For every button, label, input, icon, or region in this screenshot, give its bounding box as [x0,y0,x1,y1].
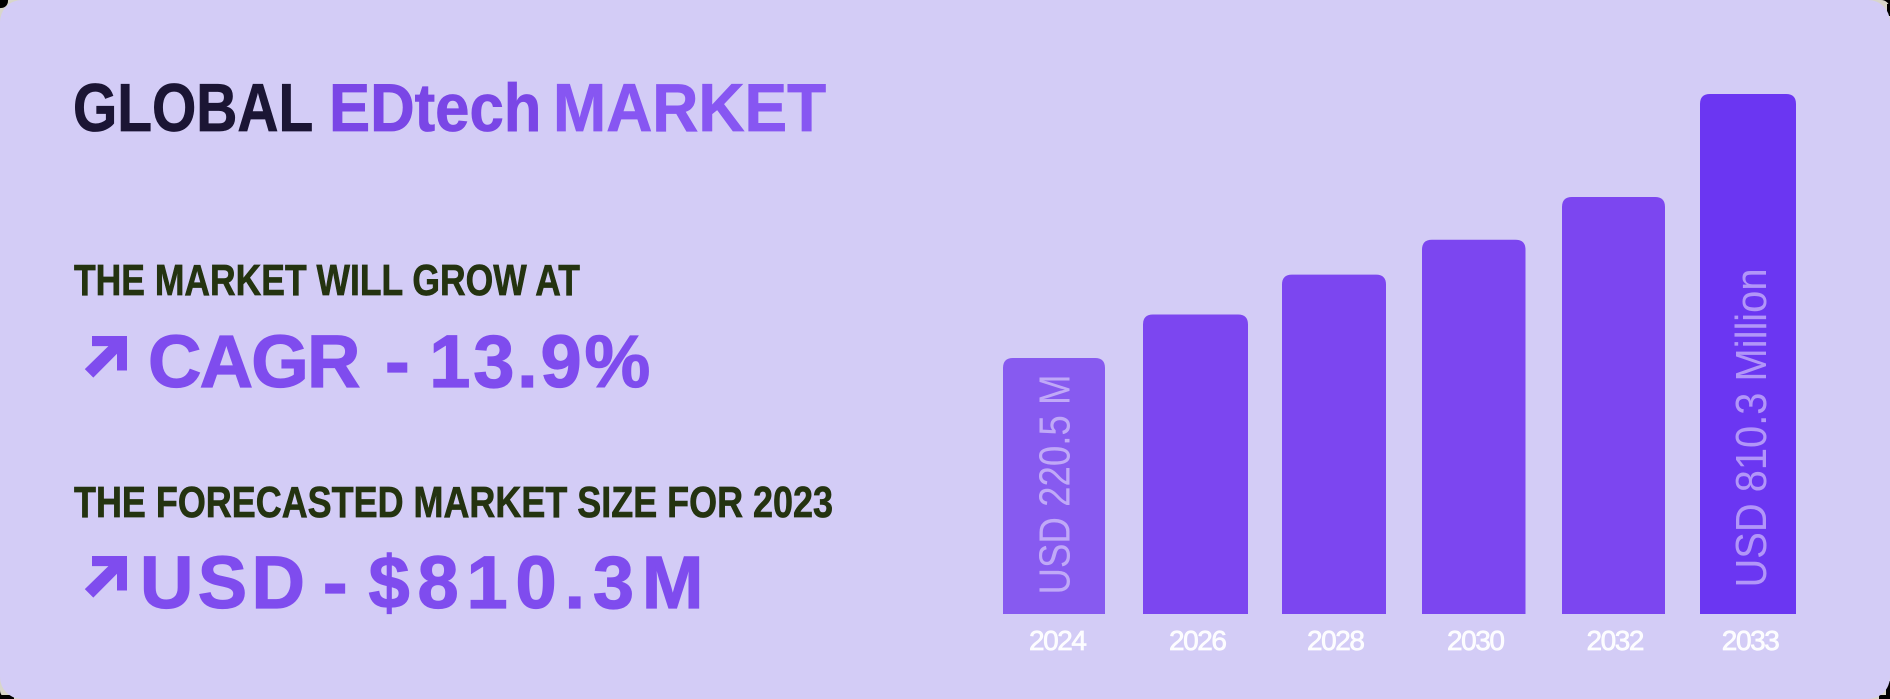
svg-text:2026: 2026 [1169,625,1227,656]
svg-text:USD 810.3 Million: USD 810.3 Million [1727,269,1776,588]
svg-text:2033: 2033 [1722,625,1780,656]
svg-text:2024: 2024 [1029,625,1087,656]
svg-text:2032: 2032 [1587,625,1645,656]
svg-text:2028: 2028 [1307,625,1365,656]
svg-text:2030: 2030 [1447,625,1505,656]
svg-text:USD 220.5 M: USD 220.5 M [1031,375,1080,595]
